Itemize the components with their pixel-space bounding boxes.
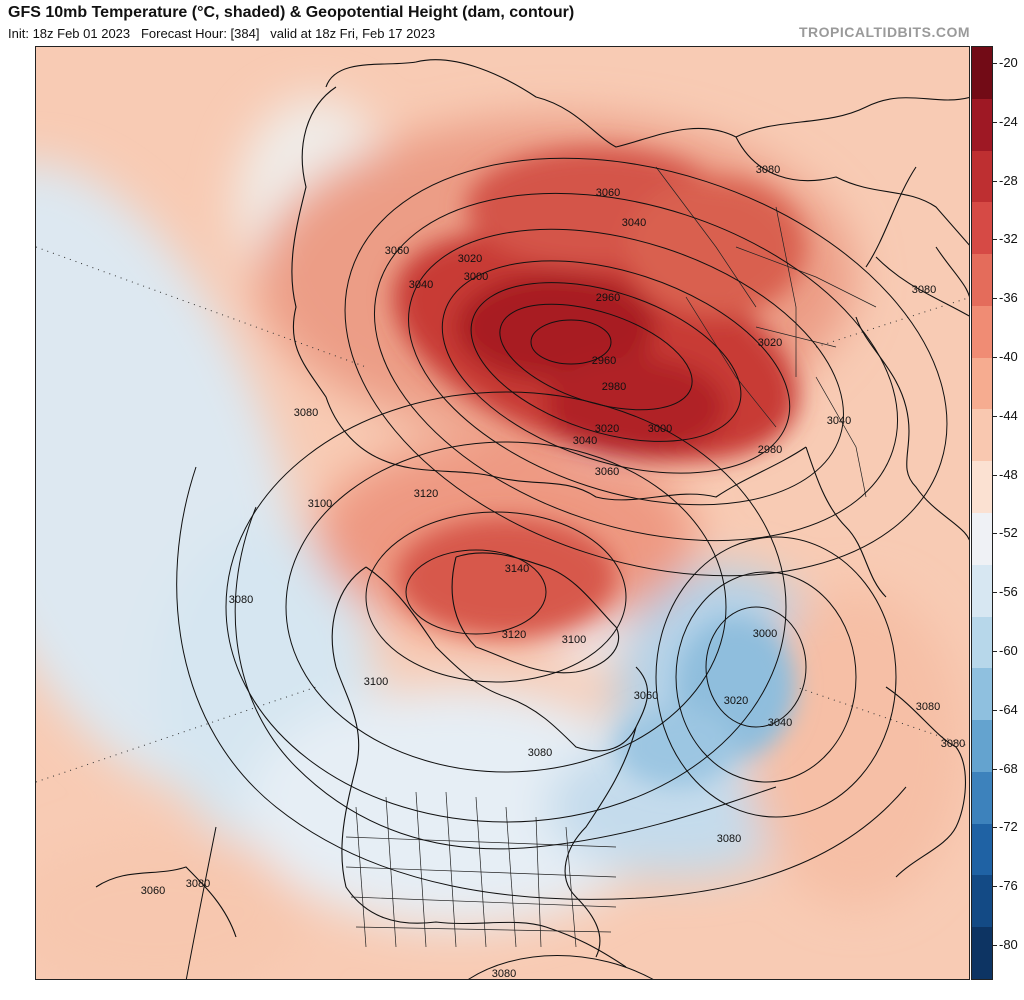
contour-label: 3080: [756, 164, 780, 176]
colorbar-tick: [993, 63, 997, 64]
colorbar-tick: [993, 945, 997, 946]
colorbar-tick-label: -36: [999, 290, 1018, 306]
contour-label: 3020: [758, 337, 782, 349]
contour-label: 3000: [753, 628, 777, 640]
contour-label: 3040: [573, 435, 597, 447]
contour-label: 2960: [596, 292, 620, 304]
colorbar-tick: [993, 827, 997, 829]
colorbar-segment: [972, 668, 992, 721]
contour-label: 3080: [492, 968, 516, 980]
contour-label: 2960: [592, 355, 616, 367]
contour-label: 3080: [294, 407, 318, 419]
contour-label: 3060: [596, 187, 620, 199]
colorbar-tick: [993, 592, 997, 594]
contour-label: 3080: [229, 594, 253, 606]
map-panel: 3080 3060 3040 3060 3040 3020 3000 2960 2960 2980…: [35, 46, 970, 980]
colorbar-tick-label: -48: [999, 466, 1018, 482]
contour-label: 3020: [724, 695, 748, 707]
contour-label: 3040: [768, 717, 792, 729]
contour-label: 3080: [186, 878, 210, 890]
contour-label: 3020: [595, 423, 619, 435]
contour-label: 3040: [827, 415, 851, 427]
contour-label: 3080: [941, 738, 965, 750]
colorbar-tick-label: -32: [999, 231, 1018, 247]
colorbar-segment: [972, 771, 992, 825]
map-subtitle: Init: 18z Feb 01 2023 Forecast Hour: [38…: [8, 26, 436, 41]
colorbar-tick: [993, 239, 997, 241]
colorbar-tick: [993, 180, 997, 182]
contour-label: 3080: [528, 747, 552, 759]
colorbar-tick: [993, 121, 997, 123]
colorbar-tick-label: -44: [999, 407, 1018, 423]
colorbar-tick-label: -60: [999, 643, 1018, 658]
colorbar-segment: [972, 823, 992, 876]
colorbar-tick: [993, 474, 997, 476]
coastlines: [95, 59, 969, 968]
colorbar-tick-label: -56: [999, 584, 1018, 600]
colorbar-segment: [972, 461, 992, 514]
contour-label: 3100: [364, 676, 388, 688]
contour-label: 3040: [622, 217, 646, 229]
colorbar-segment: [972, 254, 992, 307]
contour-label: 3080: [912, 284, 936, 296]
colorbar-tick-label: -28: [999, 172, 1018, 188]
colorbar-segment: [972, 357, 992, 410]
contour-label: 3100: [308, 498, 332, 510]
colorbar-tick-label: -20: [999, 55, 1018, 70]
source-watermark: TROPICALTIDBITS.COM: [798, 24, 970, 40]
colorbar-tick: [993, 768, 997, 770]
colorbar-segment: [972, 202, 992, 255]
colorbar-segment: [972, 513, 992, 566]
contour-label: 3060: [634, 690, 658, 702]
colorbar-segment: [972, 927, 992, 980]
contour-label: 3080: [916, 701, 940, 713]
colorbar-segment: [972, 875, 992, 928]
colorbar-segment: [972, 720, 992, 773]
colorbar-tick-label: -52: [999, 525, 1018, 541]
contour-label: 3140: [505, 563, 529, 575]
contour-label: 3020: [458, 253, 482, 265]
country-borders: [345, 166, 877, 948]
temperature-colorbar: [971, 46, 993, 980]
contour-label: 2980: [758, 444, 782, 456]
colorbar-tick-label: -76: [999, 878, 1018, 894]
colorbar-tick: [993, 886, 997, 888]
colorbar-segment: [972, 98, 992, 152]
contour-labels: 3080306030403060304030203000296029602980…: [141, 164, 965, 980]
contour-label: 3060: [595, 466, 619, 478]
colorbar-tick: [993, 533, 997, 535]
colorbar-tick: [993, 415, 997, 417]
colorbar-tick-label: -64: [999, 701, 1018, 717]
colorbar-tick: [993, 651, 997, 652]
contour-label: 3080: [717, 833, 741, 845]
contour-label: 3000: [648, 423, 672, 435]
colorbar-tick-label: -72: [999, 819, 1018, 835]
colorbar-segment: [972, 305, 992, 359]
colorbar-segment: [972, 564, 992, 618]
colorbar-tick-label: -80: [999, 937, 1018, 952]
colorbar-segment: [972, 409, 992, 462]
contour-label: 3000: [464, 271, 488, 283]
colorbar-tick: [993, 357, 997, 358]
colorbar-segment: [972, 150, 992, 203]
colorbar-segment: [972, 47, 992, 100]
colorbar-tick: [993, 298, 997, 300]
colorbar-tick: [993, 709, 997, 711]
contour-label: 3060: [141, 885, 165, 897]
colorbar-tick-label: -24: [999, 113, 1018, 129]
polar-map: 3080306030403060304030203000296029602980…: [36, 47, 969, 980]
temperature-shading: [36, 47, 969, 979]
contour-label: 3040: [409, 279, 433, 291]
contour-label: 3060: [385, 245, 409, 257]
contour-label: 3120: [502, 629, 526, 641]
colorbar-tick-label: -40: [999, 349, 1018, 364]
contour-label: 2980: [602, 381, 626, 393]
colorbar-segment: [972, 616, 992, 669]
height-contours: [176, 157, 948, 979]
contour-label: 3120: [414, 488, 438, 500]
contour-label: 3100: [562, 634, 586, 646]
colorbar-tick-label: -68: [999, 760, 1018, 776]
map-title: GFS 10mb Temperature (°C, shaded) & Geop…: [8, 4, 575, 21]
